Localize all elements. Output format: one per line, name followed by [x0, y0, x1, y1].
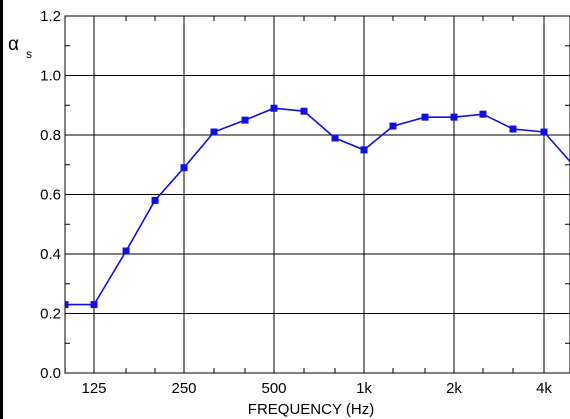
y-tick-label: 1.2 [40, 8, 61, 25]
data-point [90, 301, 98, 309]
data-point [151, 196, 159, 204]
left-border [0, 0, 3, 419]
x-tick-label: 2k [446, 380, 462, 397]
data-point [540, 128, 548, 136]
data-point [210, 128, 218, 136]
y-axis-subscript: s [26, 47, 32, 61]
data-point [450, 113, 458, 121]
x-axis-label: FREQUENCY (Hz) [248, 401, 374, 418]
y-tick-label: 0.0 [40, 365, 61, 382]
y-axis-symbol: α [8, 34, 19, 55]
x-tick-label: 250 [171, 380, 196, 397]
x-tick-label: 1k [356, 380, 372, 397]
data-point [360, 146, 368, 154]
data-point [421, 113, 429, 121]
x-tick-label: 4k [536, 380, 552, 397]
series-group [65, 104, 570, 309]
y-tick-label: 0.6 [40, 187, 61, 204]
x-tick-label: 500 [261, 380, 286, 397]
data-point [509, 125, 517, 133]
series-line [65, 107, 570, 306]
data-point [180, 164, 188, 172]
y-tick-label: 0.2 [40, 306, 61, 323]
data-point [65, 301, 69, 309]
grid [65, 16, 570, 373]
y-tick-label: 0.8 [40, 127, 61, 144]
data-point [331, 134, 339, 142]
y-tick-label: 0.4 [40, 246, 61, 263]
plot-frame [64, 15, 570, 374]
y-tick-label: 1.0 [40, 68, 61, 85]
x-tick-label: 125 [81, 380, 106, 397]
data-point [241, 116, 249, 124]
axis-labels: α s FREQUENCY (Hz) 0.0 0.2 0.4 0.6 0.8 1.0 1.2… [8, 8, 552, 418]
data-point [300, 107, 308, 115]
data-point [389, 122, 397, 130]
data-point [122, 247, 130, 255]
plot-border [64, 15, 570, 374]
data-point [479, 110, 487, 118]
data-point [270, 104, 278, 112]
